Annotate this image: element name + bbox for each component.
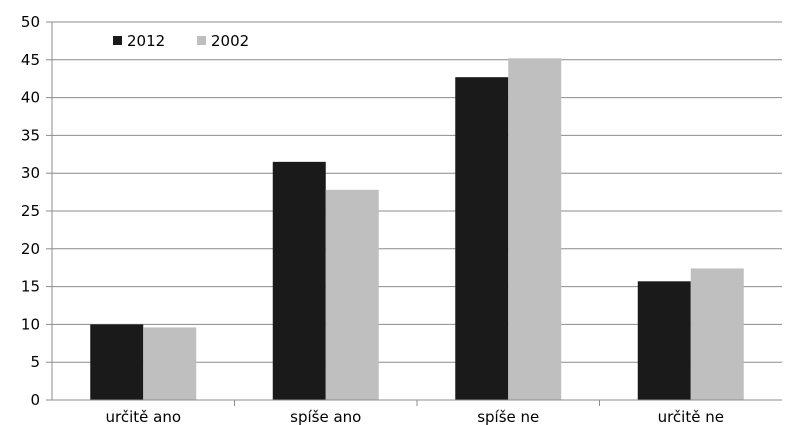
- x-category-label: určitě ano: [105, 408, 181, 425]
- y-tick-label: 15: [21, 278, 40, 296]
- bar-2002-3: [508, 58, 562, 401]
- y-tick-label: 25: [21, 202, 40, 220]
- legend-label-2002: 2002: [211, 32, 249, 50]
- axes: [51, 22, 782, 406]
- y-tick-label: 50: [21, 13, 40, 31]
- y-tick-label: 35: [21, 126, 40, 144]
- bars: [90, 58, 744, 401]
- bar-2012-1: [90, 324, 144, 400]
- y-tick-label: 5: [30, 353, 40, 371]
- y-tick-label: 30: [21, 164, 40, 182]
- x-category-label: určitě ne: [658, 408, 724, 425]
- x-category-labels: určitě ano spíše ano spíše ne určitě ne: [105, 408, 723, 425]
- bar-2002-4: [690, 268, 744, 400]
- y-tick-label: 0: [30, 391, 40, 409]
- legend-swatch-2002: [197, 36, 206, 45]
- bar-2012-3: [455, 77, 509, 401]
- y-tick-label: 40: [21, 89, 40, 107]
- x-category-label: spíše ano: [290, 408, 361, 425]
- legend: 2012 2002: [113, 32, 249, 50]
- bar-2012-4: [637, 281, 691, 400]
- y-tick-labels: 0 5 10 15 20 25 30 35 40 45 50: [21, 13, 40, 409]
- bar-2002-2: [325, 189, 379, 400]
- bar-2012-2: [272, 161, 326, 400]
- bar-2002-1: [143, 327, 197, 400]
- x-category-label: spíše ne: [477, 408, 539, 425]
- legend-swatch-2012: [113, 36, 122, 45]
- y-tick-label: 45: [21, 51, 40, 69]
- legend-label-2012: 2012: [127, 32, 165, 50]
- y-tick-label: 20: [21, 240, 40, 258]
- y-tick-label: 10: [21, 315, 40, 333]
